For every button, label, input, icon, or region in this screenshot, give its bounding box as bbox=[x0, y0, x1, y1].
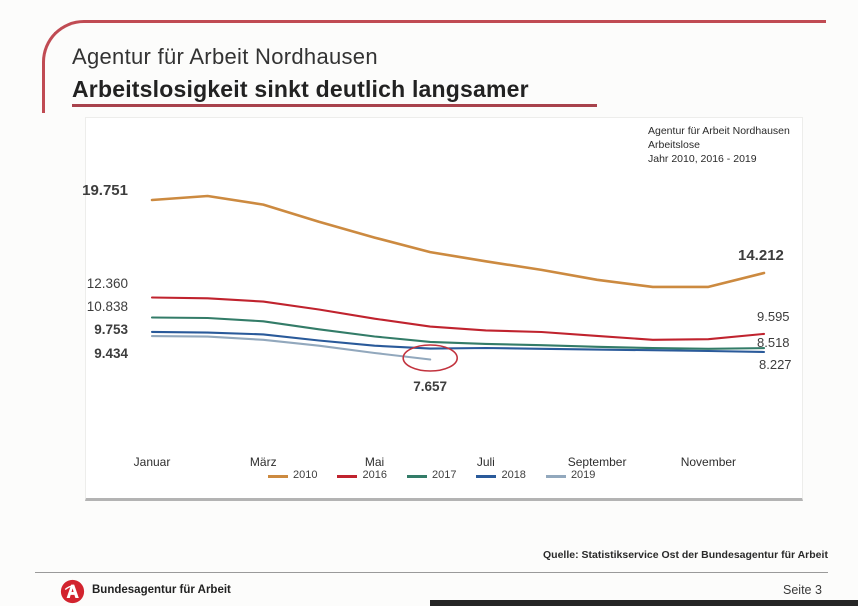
x-axis-label-mai: Mai bbox=[364, 455, 385, 469]
chart-annotation: Agentur für Arbeit Nordhausen Arbeitslos… bbox=[648, 124, 838, 166]
footer-divider bbox=[35, 572, 828, 573]
data-label-2019-start: 9.434 bbox=[94, 345, 128, 361]
legend-label-2017: 2017 bbox=[431, 469, 457, 481]
x-axis-label-märz: März bbox=[249, 455, 277, 469]
source-note: Quelle: Statistikservice Ost der Bundesa… bbox=[543, 549, 828, 561]
data-label-2017-start: 10.838 bbox=[86, 298, 128, 314]
chart-annotation-line3: Jahr 2010, 2016 - 2019 bbox=[648, 153, 757, 165]
subtitle-underline bbox=[72, 104, 597, 107]
data-label-2018-start: 9.753 bbox=[94, 322, 128, 338]
footer-brand-text: Bundesagentur für Arbeit bbox=[92, 584, 231, 596]
page-subtitle: Arbeitslosigkeit sinkt deutlich langsame… bbox=[72, 76, 529, 102]
legend-swatch-2016 bbox=[337, 475, 358, 478]
scan-edge-artifact bbox=[430, 600, 858, 606]
legend-label-2016: 2016 bbox=[362, 469, 387, 481]
x-axis-label-juli: Juli bbox=[476, 455, 495, 469]
chart-legend: 2010 2016 2017 2018 2019 bbox=[268, 469, 595, 481]
x-axis-label-september: September bbox=[567, 455, 627, 469]
x-axis-label-november: November bbox=[680, 455, 737, 469]
legend-label-2018: 2018 bbox=[501, 469, 526, 481]
data-label-2018-end: 8.227 bbox=[759, 357, 792, 373]
data-label-2016-start: 12.360 bbox=[86, 276, 128, 292]
x-axis-label-januar: Januar bbox=[133, 455, 171, 469]
legend-label-2019: 2019 bbox=[570, 469, 596, 481]
data-label-2010-end: 14.212 bbox=[738, 246, 784, 264]
title-block: Agentur für Arbeit Nordhausen Arbeitslos… bbox=[72, 44, 692, 103]
legend-swatch-2017 bbox=[406, 475, 427, 478]
legend-item-2016: 2016 bbox=[337, 469, 387, 481]
legend-item-2019: 2019 bbox=[545, 469, 596, 481]
page-number: Seite 3 bbox=[783, 583, 822, 597]
legend-item-2017: 2017 bbox=[406, 469, 457, 481]
chart-panel bbox=[85, 117, 803, 501]
data-label-2017-end: 8.518 bbox=[757, 334, 790, 350]
legend-swatch-2019 bbox=[545, 475, 566, 478]
legend-swatch-2018 bbox=[476, 475, 497, 478]
chart-annotation-line1: Agentur für Arbeit Nordhausen bbox=[648, 125, 790, 137]
chart-annotation-line2: Arbeitslose bbox=[648, 139, 700, 151]
bundesagentur-logo-icon bbox=[60, 579, 85, 604]
legend-swatch-2010 bbox=[268, 475, 288, 478]
legend-label-2010: 2010 bbox=[293, 469, 318, 481]
red-frame-decoration bbox=[42, 20, 826, 113]
page-title: Agentur für Arbeit Nordhausen bbox=[72, 44, 378, 69]
data-label-2019-end: 7.657 bbox=[413, 378, 448, 394]
legend-item-2018: 2018 bbox=[476, 469, 526, 481]
data-label-2016-end: 9.595 bbox=[757, 309, 790, 325]
data-label-2010-start: 19.751 bbox=[82, 182, 128, 200]
legend-item-2010: 2010 bbox=[268, 469, 317, 481]
